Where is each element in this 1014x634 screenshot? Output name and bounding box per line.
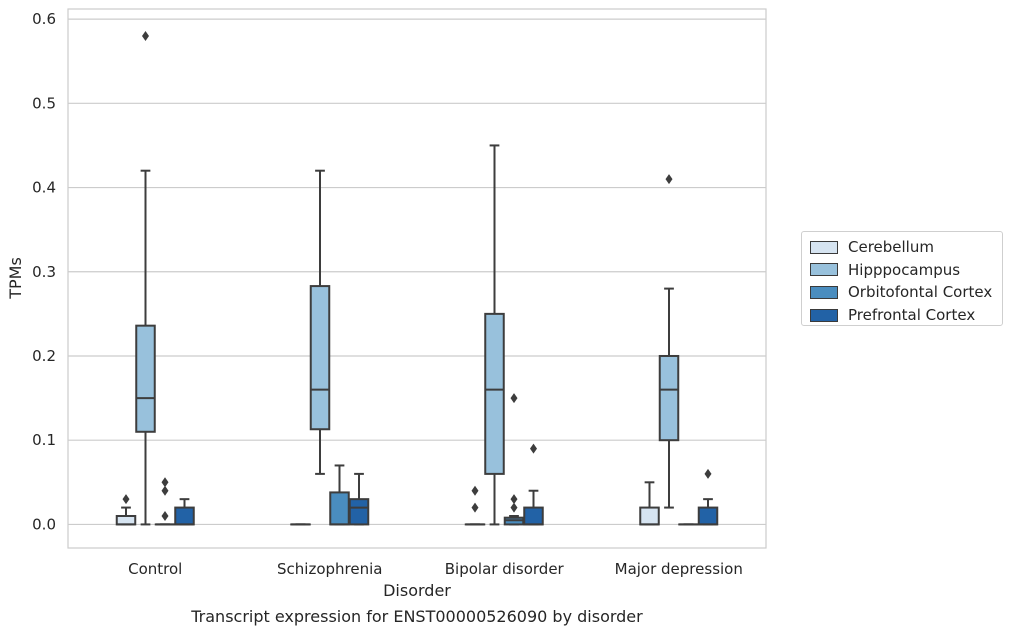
box-body xyxy=(174,506,195,526)
legend-swatch xyxy=(810,308,838,322)
box-body xyxy=(697,506,719,526)
box-body xyxy=(329,491,350,526)
outlier-point xyxy=(510,494,518,505)
box-hipppocampus-2 xyxy=(484,144,505,526)
box-prefrontal-cortex-2 xyxy=(523,443,544,526)
plot-frame xyxy=(67,8,767,549)
legend-swatch xyxy=(810,285,838,299)
legend: Cerebellum Hipppocampus Orbitofontal Corte… xyxy=(801,231,1003,326)
outlier-point xyxy=(142,30,149,41)
legend-label: Cerebellum xyxy=(848,238,934,257)
box-orbitofontal-cortex-2 xyxy=(503,393,525,526)
outlier-point xyxy=(122,494,130,505)
legend-item: Hipppocampus xyxy=(802,259,1002,282)
legend-item: Orbitofontal Cortex xyxy=(802,281,1002,304)
legend-item: Cerebellum xyxy=(802,236,1002,259)
box-body xyxy=(309,285,331,431)
box-prefrontal-cortex-1 xyxy=(348,472,370,526)
x-tick-label: Control xyxy=(128,560,182,578)
outlier-point xyxy=(161,510,169,521)
chart-title: Transcript expression for ENST0000052609… xyxy=(190,607,643,626)
box-body xyxy=(658,354,680,442)
legend-item: Prefrontal Cortex xyxy=(802,304,1002,327)
box-cerebellum-3 xyxy=(639,481,660,526)
y-axis-label: TPMs xyxy=(6,257,25,300)
outlier-point xyxy=(510,502,518,513)
y-tick-label: 0.0 xyxy=(32,515,56,533)
box-hipppocampus-3 xyxy=(658,174,680,509)
box-hipppocampus-1 xyxy=(309,169,331,475)
legend-label: Hipppocampus xyxy=(848,260,961,279)
outlier-point xyxy=(510,393,518,404)
outlier-point xyxy=(471,502,479,513)
box-cerebellum-2 xyxy=(464,485,486,526)
box-body xyxy=(523,506,544,526)
y-tick-label: 0.2 xyxy=(32,347,56,365)
y-tick-label: 0.1 xyxy=(32,431,56,449)
box-body xyxy=(639,506,660,526)
x-tick-label: Bipolar disorder xyxy=(445,560,565,578)
legend-label: Prefrontal Cortex xyxy=(848,306,976,325)
box-body xyxy=(135,324,156,433)
box-body xyxy=(115,514,137,526)
legend-label: Orbitofontal Cortex xyxy=(848,283,993,302)
box-marks xyxy=(115,30,719,526)
box-orbitofontal-cortex-0 xyxy=(154,477,176,526)
box-prefrontal-cortex-3 xyxy=(697,468,719,526)
box-body xyxy=(484,312,505,475)
legend-swatch xyxy=(810,240,838,254)
y-tick-label: 0.5 xyxy=(32,94,56,112)
box-cerebellum-0 xyxy=(115,494,137,526)
outlier-point xyxy=(530,443,537,454)
y-tick-label: 0.3 xyxy=(32,263,56,281)
box-prefrontal-cortex-0 xyxy=(174,498,195,526)
outlier-point xyxy=(161,477,169,488)
y-tick-labels: 0.0 0.1 0.2 0.3 0.4 0.5 0.6 xyxy=(32,10,56,533)
outlier-point xyxy=(471,485,479,496)
y-tick-label: 0.4 xyxy=(32,179,56,197)
box-hipppocampus-0 xyxy=(135,30,156,526)
legend-swatch xyxy=(810,263,838,277)
outlier-point xyxy=(161,485,169,496)
outlier-point xyxy=(704,468,712,479)
x-axis-label: Disorder xyxy=(383,581,451,600)
box-body xyxy=(348,498,370,526)
box-orbitofontal-cortex-1 xyxy=(329,464,350,526)
x-tick-label: Major depression xyxy=(615,560,743,578)
outlier-point xyxy=(665,174,673,185)
x-tick-labels: Control Schizophrenia Bipolar disorder Majo… xyxy=(128,560,743,578)
x-tick-label: Schizophrenia xyxy=(277,560,382,578)
gridlines xyxy=(68,18,766,526)
y-tick-label: 0.6 xyxy=(32,10,56,28)
